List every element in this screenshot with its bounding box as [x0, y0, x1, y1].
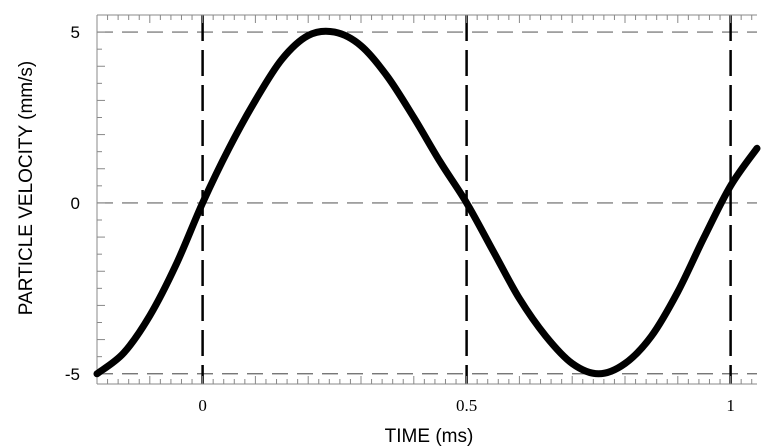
y-tick-labels: 5 0 -5 — [65, 23, 80, 384]
velocity-series-line — [93, 27, 761, 378]
y-tick-label: -5 — [65, 365, 80, 384]
minor-ticks — [96, 14, 753, 384]
y-tick-label: 0 — [71, 194, 80, 213]
x-tick-label: 0 — [198, 396, 207, 415]
series-layer — [93, 27, 761, 378]
y-axis-title: PARTICLE VELOCITY (mm/s) — [16, 61, 37, 315]
x-tick-label: 0.5 — [456, 396, 477, 415]
x-tick-labels: 0 0.5 1 — [198, 396, 735, 415]
x-axis-title: TIME (ms) — [385, 426, 474, 446]
x-tick-label: 1 — [726, 396, 735, 415]
y-tick-label: 5 — [71, 23, 80, 42]
